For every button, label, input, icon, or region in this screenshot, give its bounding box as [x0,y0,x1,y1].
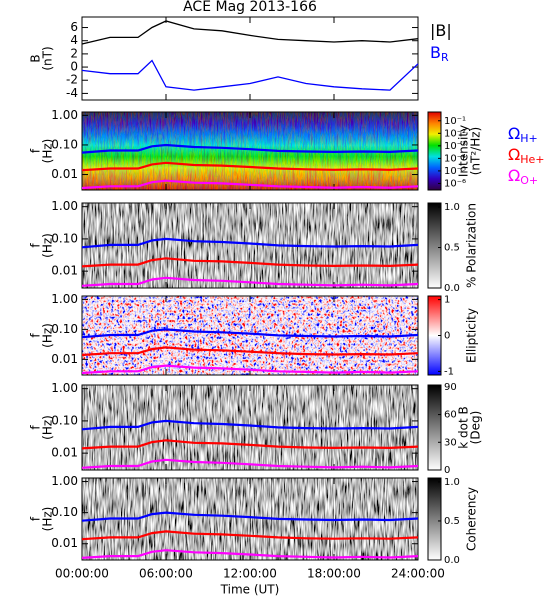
colorbar [427,477,442,561]
series-line [81,458,419,469]
colorbar-tick-label: 0.0 [444,283,460,294]
colorbar-tick-label: 0.5 [444,516,460,527]
legend-entry: ΩHe+ [508,145,545,167]
y-axis-label: (Hz) [41,233,55,258]
y-tick-label: 1.00 [51,199,78,213]
series-line [81,179,419,190]
y-axis-label: (Hz) [41,415,55,440]
colorbar-tick-label: 0 [444,465,450,476]
colorbar-tick-label: 1.0 [444,202,460,213]
colorbar-tick-label: 1.0 [444,477,460,488]
colorbar-label: (nT²/Hz) [469,127,483,175]
colorbar [427,202,442,289]
y-axis-label: f [29,425,43,430]
y-axis-label: (nT) [41,46,55,70]
colorbar-tick-label: 90 [444,382,457,393]
chart-title: ACE Mag 2013-166 [183,0,317,15]
series-line [81,511,419,522]
colorbar [427,384,442,471]
y-axis-label: f [29,333,43,338]
colorbar-label: k dot B [457,406,471,448]
x-tick-label: 18:00:00 [307,567,361,581]
colorbar-tick-label: 10⁻³ [444,141,466,152]
x-tick-label: 00:00:00 [55,567,109,581]
y-axis-label: (Hz) [41,507,55,532]
series-line [81,20,419,45]
colorbar-tick-label: 10⁻² [444,128,466,139]
colorbar-tick-label: 0.0 [444,555,460,566]
series-line [81,276,419,287]
series-line [81,439,419,450]
y-tick-label: 4 [70,33,78,47]
colorbar-tick-label: -1 [444,366,454,377]
x-tick-label: 12:00:00 [223,567,277,581]
plot-frame [81,16,419,101]
y-tick-label: 1.00 [51,474,78,488]
series-line [81,549,419,559]
series-line [81,328,419,339]
colorbar-tick-label: 60 [444,410,457,421]
y-tick-label: 0 [70,60,78,74]
series-line [81,257,419,268]
y-tick-label: 2 [70,46,78,60]
colorbar-label: Intensity [457,125,471,177]
y-tick-label: 0.01 [51,536,78,550]
y-tick-label: 0.01 [51,446,78,460]
colorbar-tick-label: 10⁻⁵ [444,166,466,177]
y-tick-label: -2 [66,73,78,87]
y-tick-label: 0.01 [51,167,78,181]
y-tick-label: 1.00 [51,108,78,122]
y-tick-label: 1.00 [51,292,78,306]
y-axis-label: f [29,148,43,153]
x-tick-label: 24:00:00 [391,567,445,581]
y-tick-label: 0.10 [51,137,78,151]
colorbar [427,111,442,191]
series-line [81,364,419,375]
colorbar-tick-label: 10⁻⁶ [444,178,466,189]
y-tick-label: -4 [66,86,78,100]
y-axis-label: B [29,54,43,62]
y-axis-label: (Hz) [41,139,55,164]
y-tick-label: 0.10 [51,231,78,245]
series-line [81,59,419,91]
y-tick-label: 0.10 [51,413,78,427]
series-line [81,143,419,154]
series-line [81,237,419,249]
series-line [81,161,419,172]
colorbar-tick-label: 0 [444,331,450,342]
y-axis-label: f [29,516,43,521]
x-axis-label: Time (UT) [220,583,280,597]
y-axis-label: (Hz) [41,323,55,348]
legend-entry: ΩO+ [508,166,538,188]
series-line [81,419,419,431]
series-line [81,346,419,357]
legend-entry: BR [430,43,449,65]
x-tick-label: 06:00:00 [139,567,193,581]
y-tick-label: 0.01 [51,352,78,366]
colorbar-tick-label: 30 [444,437,457,448]
colorbar-tick-label: 10⁻¹ [444,116,466,127]
colorbar-tick-label: 10⁻⁴ [444,153,466,164]
colorbar-tick-label: 1 [444,295,450,306]
y-axis-label: f [29,243,43,248]
legend-entry: ΩH+ [508,124,538,146]
series-line [81,530,419,541]
colorbar-label: Coherency [465,487,479,551]
y-tick-label: 0.01 [51,264,78,278]
y-tick-label: 0.10 [51,322,78,336]
y-tick-label: 0.10 [51,505,78,519]
y-tick-label: 6 [70,20,78,34]
y-tick-label: 1.00 [51,381,78,395]
colorbar-label: Ellipticity [465,308,479,363]
colorbar-tick-label: 0.5 [444,243,460,254]
legend-entry: |B| [430,21,452,40]
colorbar-label: (Deg) [469,411,483,445]
colorbar-label: % Polarization [465,203,479,288]
